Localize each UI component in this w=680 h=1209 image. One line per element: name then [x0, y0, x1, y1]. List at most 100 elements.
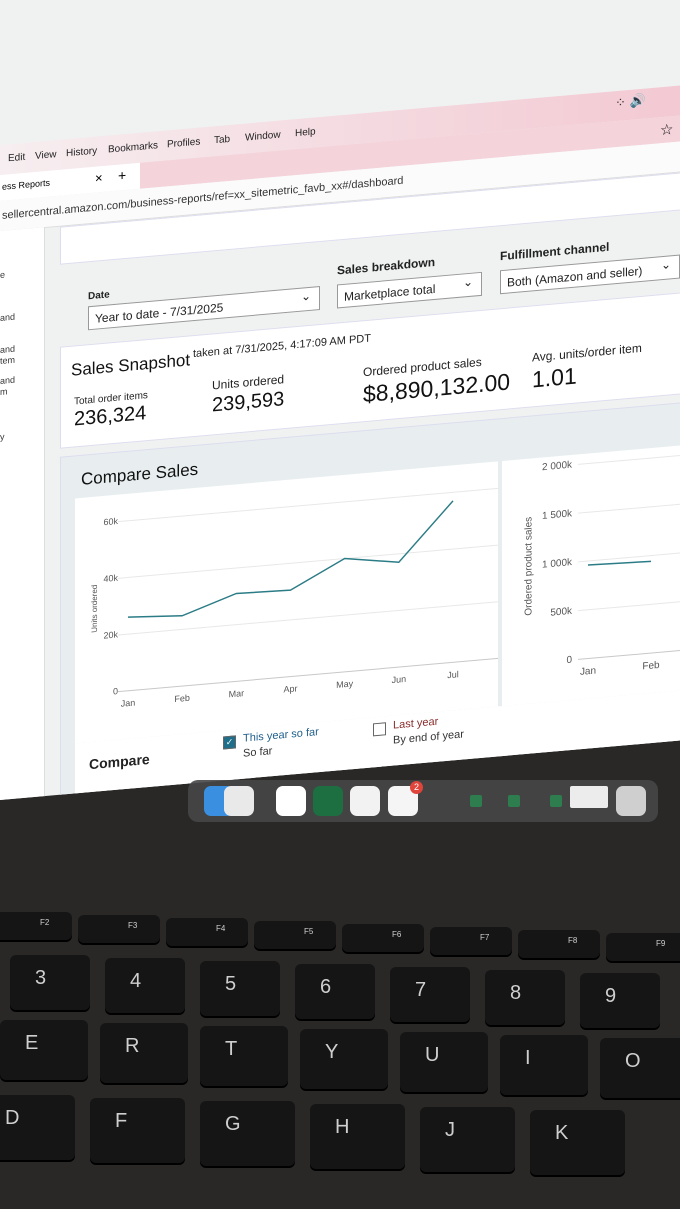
tray-icons: ⁘ 🔊 [615, 92, 646, 111]
dock-icon[interactable] [550, 795, 562, 807]
snapshot-timestamp: taken at 7/31/2025, 4:17:09 AM PDT [193, 332, 371, 361]
tab-title: ess Reports [2, 177, 51, 192]
sidebar-item[interactable]: and [0, 343, 16, 355]
dock-icon[interactable] [224, 786, 254, 816]
key-label: F5 [304, 927, 314, 936]
dock: 2 [188, 780, 658, 822]
bookmark-star[interactable]: ☆ [660, 121, 674, 140]
menu-item[interactable]: Profiles [167, 136, 201, 151]
compare-label: Compare [89, 750, 150, 773]
y-tick-label: 0 [566, 655, 572, 667]
key[interactable]: F5 [254, 921, 336, 949]
y-axis-label: Ordered product sales [524, 516, 535, 616]
checkbox[interactable]: ✓ [223, 735, 236, 750]
tab-close[interactable]: × [95, 170, 103, 186]
key[interactable]: 5 [200, 961, 280, 1016]
x-tick-label: Jun [392, 674, 406, 685]
key-label: F3 [128, 921, 138, 930]
key-label: R [125, 1035, 140, 1057]
dock-icon[interactable] [570, 786, 608, 808]
metric-label: Avg. units/order item [532, 340, 642, 365]
x-tick-label: Mar [229, 688, 244, 699]
checkbox[interactable] [373, 722, 386, 737]
key[interactable]: H [310, 1104, 405, 1169]
key[interactable]: Y [300, 1029, 388, 1089]
key[interactable]: F7 [430, 927, 512, 955]
grid-line [118, 657, 498, 693]
compare-title: Compare Sales [81, 459, 199, 489]
filter-dropdown[interactable]: Marketplace total [337, 271, 482, 309]
key[interactable]: F9 [606, 933, 680, 961]
screen: ⁘ 🔊 Edit View History Bookmarks Profiles Tab W… [0, 0, 680, 800]
key-label: F9 [656, 939, 666, 948]
sidebar-item[interactable]: and [0, 374, 16, 386]
menu-item[interactable]: Window [245, 129, 281, 144]
key[interactable]: F3 [78, 915, 160, 943]
key[interactable]: T [200, 1026, 288, 1086]
grid-line [578, 650, 680, 660]
key[interactable]: O [600, 1038, 680, 1098]
dock-icon[interactable] [276, 786, 306, 816]
menu-item[interactable]: Tab [214, 133, 231, 147]
grid-line [578, 455, 680, 465]
x-tick-label: May [336, 678, 353, 690]
menu-item[interactable]: View [35, 149, 57, 162]
metric-value: 239,593 [212, 388, 285, 417]
key-label: 3 [35, 967, 47, 989]
key[interactable]: D [0, 1095, 75, 1160]
x-tick-label: Apr [284, 683, 298, 694]
key[interactable]: R [100, 1023, 188, 1083]
menu-item[interactable]: History [66, 145, 98, 160]
sidebar-item[interactable]: e [0, 269, 6, 280]
key[interactable]: F4 [166, 918, 248, 946]
key[interactable]: U [400, 1032, 488, 1092]
x-tick-label: Feb [174, 693, 189, 704]
key[interactable]: F8 [518, 930, 600, 958]
key[interactable]: 3 [10, 955, 90, 1010]
key[interactable]: 9 [580, 973, 660, 1028]
key[interactable]: K [530, 1110, 625, 1175]
sidebar-item[interactable]: and [0, 311, 16, 323]
dock-icon[interactable] [616, 786, 646, 816]
dock-icon[interactable] [313, 786, 343, 816]
key[interactable]: G [200, 1101, 295, 1166]
key-label: K [555, 1122, 569, 1144]
key[interactable]: E [0, 1020, 88, 1080]
key[interactable]: 4 [105, 958, 185, 1013]
dock-icon[interactable] [350, 786, 380, 816]
key[interactable]: F6 [342, 924, 424, 952]
key[interactable]: 7 [390, 967, 470, 1022]
key-label: I [525, 1047, 531, 1069]
new-tab[interactable]: + [118, 166, 127, 184]
dock-icon[interactable] [470, 795, 482, 807]
menu-item[interactable]: Bookmarks [108, 140, 159, 156]
key[interactable]: I [500, 1035, 588, 1095]
key-label: F6 [392, 930, 402, 939]
key[interactable]: F [90, 1098, 185, 1163]
dock-icon[interactable] [508, 795, 520, 807]
y-tick-label: 0 [113, 686, 118, 696]
key-label: H [335, 1116, 350, 1138]
y-axis-label: Units ordered [90, 584, 99, 633]
filter-dropdown[interactable]: Year to date - 7/31/2025 [88, 286, 320, 331]
y-tick-label: 20k [104, 629, 119, 640]
menu-item[interactable]: Edit [8, 151, 26, 165]
key[interactable]: 8 [485, 970, 565, 1025]
key-label: 7 [415, 979, 427, 1001]
key[interactable]: J [420, 1107, 515, 1172]
key-label: T [225, 1038, 238, 1060]
grid-line [578, 552, 680, 563]
key-label: O [625, 1050, 641, 1072]
key[interactable]: 6 [295, 964, 375, 1019]
key[interactable]: F2 [0, 912, 72, 940]
sidebar-item[interactable]: tem [0, 354, 16, 366]
menu-item[interactable]: Help [295, 126, 316, 140]
sidebar-item[interactable]: y [0, 431, 5, 442]
y-tick-label: 60k [104, 516, 119, 527]
option-sublabel: So far [243, 745, 273, 760]
key-label: U [425, 1044, 440, 1066]
y-tick-label: 1 500k [542, 508, 573, 522]
sidebar-item[interactable]: m [0, 386, 8, 397]
filter-label: Date [88, 289, 110, 303]
line [127, 500, 454, 618]
